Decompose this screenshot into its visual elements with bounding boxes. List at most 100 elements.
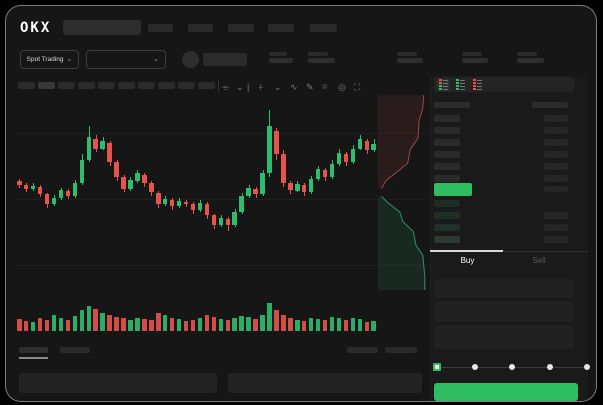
chevron-down-icon: ⌄ — [66, 56, 72, 63]
market-type-selector[interactable]: Spot Trading ⌄ — [20, 50, 79, 69]
ask-price[interactable] — [434, 115, 460, 122]
candle — [232, 212, 237, 225]
candle — [121, 177, 126, 188]
interval-button[interactable] — [98, 82, 115, 89]
chevron-down-icon[interactable]: ⌄ — [274, 81, 282, 93]
nav-item[interactable] — [310, 24, 337, 32]
candle — [288, 183, 293, 190]
book-asks-icon[interactable] — [471, 79, 484, 91]
bid-price[interactable] — [434, 200, 460, 207]
amount-input[interactable] — [434, 301, 574, 322]
volume-bar — [232, 318, 237, 331]
settings-icon[interactable]: ◎ — [338, 81, 346, 93]
candle — [281, 154, 286, 183]
pair-selector[interactable]: ⌄ — [86, 50, 166, 69]
volume-bar — [135, 318, 140, 332]
volume-bar — [239, 316, 244, 331]
slider-stop[interactable] — [472, 364, 478, 370]
bid-price[interactable] — [434, 212, 460, 219]
book-bids-icon[interactable] — [454, 79, 467, 91]
price-input[interactable] — [434, 279, 574, 298]
candle — [80, 160, 85, 183]
draw-icon[interactable]: ✎ — [306, 81, 314, 93]
slider-stop[interactable] — [584, 364, 590, 370]
bottom-action[interactable] — [385, 347, 417, 353]
ask-price[interactable] — [434, 127, 460, 134]
ask-size — [544, 139, 568, 146]
line-tool-icon[interactable]: ∿ — [290, 81, 298, 93]
candle — [66, 191, 71, 197]
interval-button[interactable] — [198, 82, 215, 89]
volume-bar — [309, 318, 314, 332]
ask-price[interactable] — [434, 139, 460, 146]
camera-icon[interactable]: ⌾ — [322, 81, 327, 93]
tab-sell[interactable]: Sell — [503, 256, 575, 265]
indicator-icon[interactable]: ⍭ — [258, 81, 263, 93]
volume-bar — [80, 310, 85, 331]
interval-button[interactable] — [38, 82, 55, 89]
nav-item[interactable] — [148, 24, 173, 32]
bottom-panel-right — [228, 373, 422, 393]
bid-price[interactable] — [434, 224, 460, 231]
book-all-icon[interactable] — [437, 79, 450, 91]
volume-bar — [142, 319, 147, 331]
chevron-down-icon: ⌄ — [153, 56, 159, 63]
candle — [267, 126, 272, 174]
search-input[interactable] — [63, 20, 141, 35]
total-input[interactable] — [434, 325, 574, 349]
volume-bar — [73, 316, 78, 331]
last-price-badge[interactable] — [434, 183, 472, 196]
candle — [52, 198, 57, 204]
fullscreen-icon[interactable]: ⛶ — [354, 81, 360, 93]
slider-handle[interactable] — [433, 363, 441, 371]
okx-trading-screen: OKX Spot Trading ⌄ ⌄ — [0, 0, 603, 405]
candle — [87, 137, 92, 160]
volume-bar — [198, 318, 203, 331]
ask-price[interactable] — [434, 163, 460, 170]
toolbar-divider — [218, 80, 219, 92]
bottom-tab-active[interactable] — [19, 347, 48, 353]
interval-button[interactable] — [78, 82, 95, 89]
orderbook-view-toggles — [434, 77, 574, 92]
volume-bar — [365, 322, 370, 331]
bottom-panel-left — [19, 373, 217, 393]
bottom-tab[interactable] — [60, 347, 90, 353]
ask-price[interactable] — [434, 151, 460, 158]
volume-bar — [295, 320, 300, 331]
candle — [239, 196, 244, 211]
bottom-action[interactable] — [347, 347, 378, 353]
volume-bar — [260, 315, 265, 331]
interval-button[interactable] — [58, 82, 75, 89]
volume-bar — [302, 321, 307, 332]
bid-price[interactable] — [434, 236, 460, 243]
candle — [93, 139, 98, 149]
chevron-down-icon[interactable]: ⌄ — [236, 81, 244, 93]
candle-style-icon[interactable]: ⌯ — [222, 81, 229, 93]
candle — [302, 185, 307, 193]
volume-bar — [163, 315, 168, 331]
tab-buy[interactable]: Buy — [432, 256, 503, 265]
interval-button[interactable] — [138, 82, 155, 89]
nav-item[interactable] — [228, 24, 254, 32]
ask-price[interactable] — [434, 175, 460, 182]
bid-size — [544, 236, 568, 243]
interval-button[interactable] — [18, 82, 35, 89]
candle — [38, 187, 43, 195]
candle — [45, 194, 50, 204]
ask-size — [544, 163, 568, 170]
candle — [205, 204, 210, 215]
interval-button[interactable] — [178, 82, 195, 89]
tab-divider — [503, 251, 588, 252]
slider-stop[interactable] — [547, 364, 553, 370]
slider-stop[interactable] — [509, 364, 515, 370]
interval-button[interactable] — [158, 82, 175, 89]
volume-bar — [45, 320, 50, 331]
candle — [323, 170, 328, 178]
market-type-label: Spot Trading — [27, 56, 64, 63]
interval-button[interactable] — [118, 82, 135, 89]
stat-value — [397, 58, 423, 63]
volume-bar — [323, 320, 328, 331]
nav-item[interactable] — [188, 24, 213, 32]
nav-item[interactable] — [268, 24, 294, 32]
buy-submit-button[interactable] — [434, 383, 578, 401]
